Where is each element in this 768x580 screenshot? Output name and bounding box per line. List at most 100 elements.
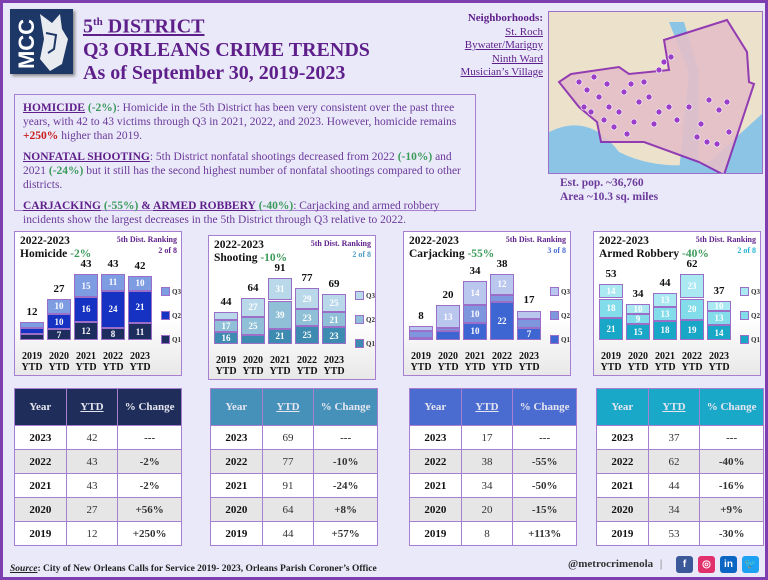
bar-segment-q1: 25: [295, 325, 319, 344]
bar-segment-q2: 21: [128, 290, 152, 324]
table-cell: 2022: [14, 449, 67, 474]
bar-segment-q2: [409, 331, 433, 339]
district-map[interactable]: [548, 11, 763, 174]
bar-segment-q2: [517, 319, 541, 328]
legend-label: Q3: [561, 287, 570, 296]
bar-segment-q3: [214, 312, 238, 321]
legend-q3: Q3: [550, 287, 570, 296]
table-cell: 77: [261, 449, 315, 474]
bar-segment-q3: 10: [626, 303, 650, 315]
neighborhood-link[interactable]: Musician’s Village: [460, 66, 543, 78]
x-axis-label: 2020 YTD: [240, 355, 266, 377]
table-cell: 2023: [210, 425, 263, 450]
ranking-label: 5th Dist. Ranking: [505, 235, 566, 244]
x-axis-label: 2023 YTD: [127, 351, 153, 373]
table-cell: 8: [460, 521, 514, 546]
x-year: 2022: [492, 351, 512, 362]
legend-label: Q2: [366, 315, 375, 324]
chart-title: Carjacking -55%: [409, 248, 494, 260]
chart-period: 2022-2023: [409, 235, 459, 247]
bar-segment-q3: 13: [436, 305, 460, 328]
table-cell: 2019: [210, 521, 263, 546]
bar-segment-q3: 11: [101, 274, 125, 291]
x-axis-label: 2019 YTD: [598, 351, 624, 373]
bar-segment-q1: [241, 335, 265, 344]
chart-title-text: Shooting: [214, 252, 258, 264]
bar-area: 8 13 20 10 10 14 34 22 12 38 7 17: [409, 240, 569, 340]
bar-segment-q3: 12: [490, 274, 514, 295]
x-sub: YTD: [21, 362, 43, 373]
bar-segment-q2: 23: [295, 309, 319, 326]
bar-segment-q3: 10: [707, 300, 731, 312]
neighborhood-link[interactable]: Bywater/Marigny: [464, 39, 543, 51]
x-year: 2020: [49, 351, 69, 362]
x-year: 2020: [438, 351, 458, 362]
x-sub: YTD: [410, 362, 432, 373]
legend-label: Q2: [172, 311, 181, 320]
table-row: 2020 64 +8%: [210, 497, 378, 522]
table-cell: 2020: [596, 497, 649, 522]
x-axis-label: 2020 YTD: [46, 351, 72, 373]
legend-label: Q1: [172, 335, 181, 344]
x-year: 2021: [76, 351, 96, 362]
table-cell: 2022: [409, 449, 462, 474]
table-cell: -15%: [512, 497, 577, 522]
bar-2022: 19 20 23 62: [680, 258, 704, 340]
x-sub: YTD: [269, 366, 291, 377]
x-axis-label: 2021 YTD: [267, 355, 293, 377]
bar-2019: 21 18 14 53: [599, 268, 623, 340]
legend-label: Q3: [751, 287, 760, 296]
legend-q2: Q2: [161, 311, 181, 320]
column-header: Year: [596, 388, 649, 426]
linkedin-icon[interactable]: in: [720, 556, 737, 573]
table-cell: 2021: [210, 473, 263, 498]
table-row: 2019 12 +250%: [14, 521, 182, 546]
legend-label: Q1: [751, 335, 760, 344]
facebook-icon[interactable]: f: [676, 556, 693, 573]
table-cell: -30%: [699, 521, 764, 546]
table-cell: -2%: [117, 473, 182, 498]
legend-swatch: [550, 287, 559, 296]
column-header: % Change: [313, 388, 378, 426]
x-year: 2022: [682, 351, 702, 362]
twitter-icon[interactable]: 🐦: [742, 556, 759, 573]
column-header: Year: [409, 388, 462, 426]
x-sub: YTD: [437, 362, 459, 373]
bar-total-label: 62: [686, 258, 698, 270]
bar-segment-q2: 10: [463, 305, 487, 323]
bar-area: 16 17 44 25 27 64 21 39 31 91 25 23 29 77 23 21 25 69: [214, 244, 374, 344]
x-axis-label: 2021 YTD: [652, 351, 678, 373]
neighborhood-link[interactable]: Ninth Ward: [491, 52, 543, 65]
bar-2020: 7 10 10 27: [47, 283, 71, 340]
bar-segment-q3: 27: [241, 297, 265, 318]
bar-segment-q2: 21: [322, 312, 346, 328]
table-header-row: Year YTD% Change: [14, 388, 182, 426]
bar-total-label: 17: [523, 294, 535, 307]
neighborhood-link[interactable]: St. Roch: [505, 25, 543, 38]
table-row: 2020 27 +56%: [14, 497, 182, 522]
column-header: YTD: [261, 388, 315, 426]
bar-segment-q1: 7: [517, 327, 541, 340]
instagram-icon[interactable]: ◎: [698, 556, 715, 573]
bar-segment-q3: [409, 326, 433, 332]
legend-q3: Q3: [355, 291, 375, 300]
legend-swatch: [355, 339, 364, 348]
bar-segment-q2: 13: [707, 311, 731, 326]
table-cell: 17: [460, 425, 514, 450]
bar-total-label: 53: [605, 267, 617, 280]
bar-total-label: 77: [301, 272, 313, 285]
bar-2023: 7 17: [517, 294, 541, 340]
bar-segment-q2: 39: [268, 300, 292, 329]
table-cell: +57%: [313, 521, 378, 546]
bar-2021: 21 39 31 91: [268, 262, 292, 344]
x-sub: YTD: [48, 362, 70, 373]
chart-shooting: 2022-2023 Shooting -10% 5th Dist. Ranking 2…: [208, 235, 376, 380]
table-cell: 2023: [596, 425, 649, 450]
bar-total-label: 34: [632, 287, 644, 300]
bar-2022: 8 24 11 43: [101, 258, 125, 340]
x-year: 2021: [465, 351, 485, 362]
bar-segment-q2: 18: [599, 298, 623, 318]
bar-2021: 10 10 14 34: [463, 265, 487, 340]
chart-homicide: 2022-2023 Homicide -2% 5th Dist. Ranking 2 …: [14, 231, 182, 376]
table-cell: 62: [647, 449, 701, 474]
